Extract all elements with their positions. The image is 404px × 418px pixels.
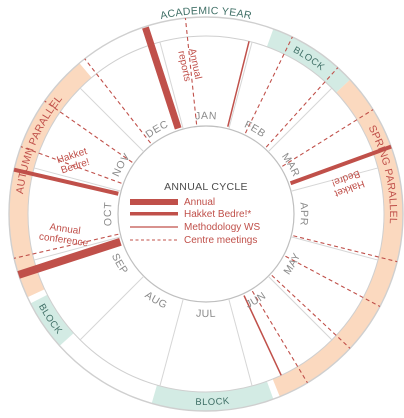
inner-ring	[117, 125, 295, 303]
centre-meeting-mark	[293, 235, 398, 263]
month-dividers	[33, 41, 379, 387]
block-label-bottom: BLOCK	[195, 396, 230, 408]
legend-label-centre-meetings: Centre meetings	[184, 235, 257, 246]
outer-ring	[8, 16, 404, 412]
month-label-jun: JUN	[244, 290, 269, 311]
month-label-nov: NOV	[110, 151, 133, 178]
methodology-ws-mark	[227, 41, 250, 127]
centre-meeting-mark	[244, 36, 293, 134]
hakket-bedre-autumn-mark	[13, 167, 119, 196]
month-divider	[228, 298, 253, 387]
block-band-left	[30, 294, 74, 346]
centre-meeting-mark	[184, 18, 198, 125]
month-label-jan: JAN	[195, 110, 218, 123]
centre-meeting-mark	[285, 255, 381, 307]
legend-swatch-hakket-bedre	[130, 212, 178, 216]
month-divider	[290, 236, 379, 261]
legend-swatch-annual	[130, 199, 178, 205]
block-band-bottom	[151, 381, 274, 411]
methodology-ws-mark	[243, 295, 282, 376]
ring-outlines	[8, 16, 404, 412]
parallel-band-spring	[272, 79, 403, 397]
legend-label-hakket-bedre: Hakket Bedre!*	[184, 209, 251, 220]
month-divider	[33, 236, 122, 261]
centre-meeting-mark	[282, 109, 374, 167]
event-marks	[13, 18, 398, 384]
band-ring	[27, 35, 385, 393]
month-divider	[228, 41, 253, 130]
month-divider	[33, 167, 122, 192]
legend-label-methodology: Methodology WS	[184, 222, 260, 233]
hakket-bedre-spring-mark	[289, 144, 392, 186]
centre-meeting-mark	[265, 67, 339, 148]
month-label-dec: DEC	[143, 118, 170, 140]
month-label-oct: OCT	[102, 201, 115, 226]
annual-reports-mark	[142, 26, 182, 130]
month-label-jul: JUL	[196, 308, 217, 320]
month-label-apr: APR	[297, 202, 310, 227]
month-divider	[267, 87, 333, 153]
centre-meeting-mark	[251, 290, 308, 384]
annual-conference-label-line: conference	[38, 231, 89, 249]
centre-meeting-mark	[20, 146, 122, 184]
annual-conference-mark	[17, 238, 122, 279]
legend-title: ANNUAL CYCLE	[164, 181, 248, 193]
month-divider	[159, 41, 184, 130]
centre-meeting-mark	[44, 100, 133, 163]
month-divider	[79, 87, 145, 153]
legend: ANNUAL CYCLE Annual Hakket Bedre!* Metho…	[130, 181, 260, 246]
annual-conference-label-line: Annual	[49, 222, 81, 237]
academic-year-title: ACADEMIC YEAR	[159, 5, 253, 22]
month-divider	[159, 298, 184, 387]
month-divider	[79, 275, 145, 341]
centre-meeting-mark	[271, 274, 351, 349]
centre-meeting-mark	[13, 233, 119, 259]
month-label-feb: FEB	[242, 119, 267, 141]
legend-label-annual: Annual	[184, 197, 215, 208]
month-divider	[267, 275, 333, 341]
month-divider	[290, 167, 379, 192]
month-label-mar: MAR	[279, 151, 302, 179]
centre-meeting-mark	[84, 58, 152, 144]
month-label-sep: SEP	[109, 252, 130, 277]
